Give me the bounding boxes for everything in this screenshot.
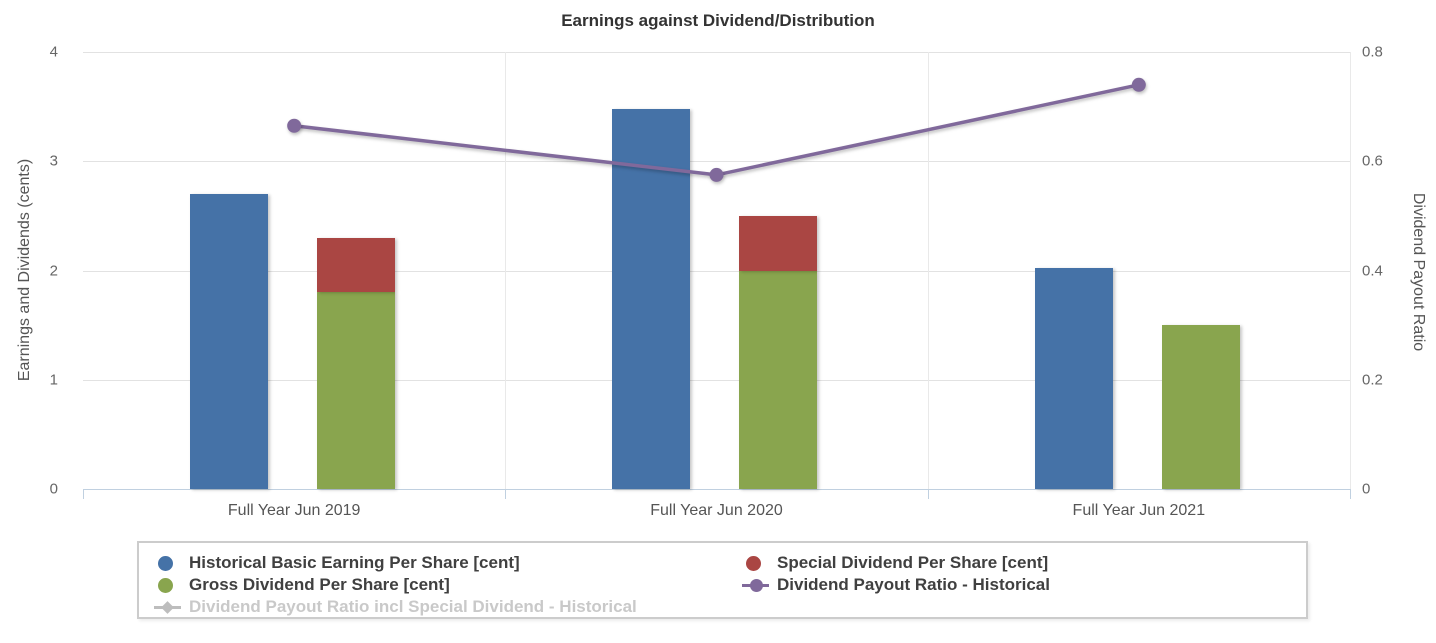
legend-item-label: Gross Dividend Per Share [cent] [189,575,450,594]
left-axis-tick-label-0: 0 [49,480,58,498]
series-line-circle-marker-icon [742,577,770,593]
series-circle-marker-icon [742,555,770,571]
legend-item-payout-ratio-incl-special[interactable]: Dividend Payout Ratio incl Special Divid… [154,596,742,618]
left-axis-tick-label-3: 3 [49,152,58,170]
gridline-y-1 [83,379,1350,381]
x-axis-tick-1 [505,489,507,499]
x-axis-category-label-1: Full Year Jun 2020 [650,502,783,519]
right-axis-tick-label-4: 0.8 [1362,43,1383,61]
series-circle-marker-icon [154,555,182,571]
gridline-y-4 [83,52,1350,53]
right-axis-tick-label-2: 0.4 [1362,262,1383,279]
left-axis-tick-label-4: 4 [49,43,58,61]
legend-item-gross-dividend[interactable]: Gross Dividend Per Share [cent] [154,574,742,596]
gridline-x-1 [505,52,507,489]
legend-item-label: Dividend Payout Ratio incl Special Divid… [189,597,637,616]
column-special-dividend-0[interactable] [317,237,395,293]
left-axis-tick-label-1: 1 [49,371,58,389]
column-gross-dividend-1[interactable] [739,270,818,489]
legend: Historical Basic Earning Per Share [cent… [137,541,1308,619]
legend-item-label: Dividend Payout Ratio - Historical [777,575,1050,594]
gridline-y-2 [83,270,1350,272]
legend-item-label: Historical Basic Earning Per Share [cent… [189,553,520,572]
right-axis-tick-label-3: 0.6 [1362,152,1383,170]
payout-ratio-point-1[interactable] [709,167,724,182]
x-axis-category-label-2: Full Year Jun 2021 [1072,502,1206,519]
left-axis-tick-label-2: 2 [49,262,58,279]
legend-item-payout-ratio[interactable]: Dividend Payout Ratio - Historical [742,574,1306,596]
legend-item-label: Special Dividend Per Share [cent] [777,553,1049,572]
gridline-x-2 [927,52,929,489]
series-circle-marker-icon [154,577,182,593]
column-special-dividend-1[interactable] [739,215,818,271]
right-axis-tick-label-0: 0 [1362,480,1371,498]
x-axis-line [83,489,1351,490]
payout-ratio-point-0[interactable] [287,118,302,133]
x-axis-tick-3 [1350,489,1351,499]
x-axis-category-label-0: Full Year Jun 2019 [227,502,361,519]
chart-title: Earnings against Dividend/Distribution [561,11,875,30]
gridline-y-3 [83,161,1350,163]
right-axis-tick-label-1: 0.2 [1362,371,1383,389]
column-basic-eps-0[interactable] [190,194,268,489]
legend-item-basic-eps[interactable]: Historical Basic Earning Per Share [cent… [154,552,742,574]
x-axis-tick-0 [83,489,84,499]
column-gross-dividend-2[interactable] [1161,325,1240,489]
column-gross-dividend-0[interactable] [317,292,395,489]
legend-item-special-dividend[interactable]: Special Dividend Per Share [cent] [742,552,1306,574]
gridline-x-3 [1350,52,1351,489]
payout-ratio-point-2[interactable] [1131,77,1146,92]
series-line-diamond-marker-icon [154,599,182,615]
column-basic-eps-2[interactable] [1034,268,1113,489]
column-basic-eps-1[interactable] [612,108,691,489]
x-axis-tick-2 [927,489,929,499]
